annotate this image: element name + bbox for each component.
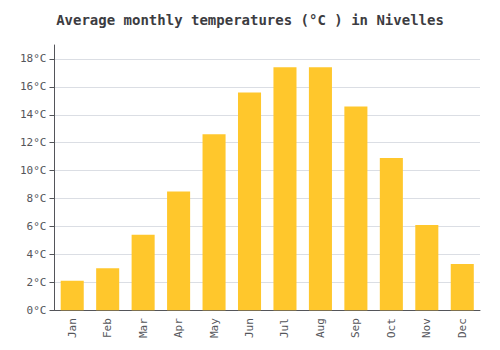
svg-text:Oct: Oct bbox=[385, 318, 398, 338]
svg-text:Jul: Jul bbox=[278, 318, 291, 338]
svg-text:14°C: 14°C bbox=[20, 108, 47, 121]
svg-text:Mar: Mar bbox=[137, 318, 150, 338]
svg-text:Aug: Aug bbox=[314, 318, 327, 338]
svg-text:6°C: 6°C bbox=[27, 220, 47, 233]
svg-text:Apr: Apr bbox=[172, 318, 185, 338]
svg-text:Feb: Feb bbox=[101, 318, 114, 338]
svg-text:4°C: 4°C bbox=[27, 248, 47, 261]
svg-text:16°C: 16°C bbox=[20, 80, 47, 93]
svg-text:10°C: 10°C bbox=[20, 164, 47, 177]
svg-text:0°C: 0°C bbox=[27, 304, 47, 317]
svg-text:Dec: Dec bbox=[456, 318, 469, 338]
svg-text:2°C: 2°C bbox=[27, 276, 47, 289]
svg-text:Average monthly temperatures (: Average monthly temperatures (°C ) in Ni… bbox=[56, 12, 444, 28]
svg-text:8°C: 8°C bbox=[27, 192, 47, 205]
svg-text:Sep: Sep bbox=[349, 318, 362, 338]
svg-text:18°C: 18°C bbox=[20, 52, 47, 65]
svg-text:Nov: Nov bbox=[420, 318, 433, 338]
svg-text:Jun: Jun bbox=[243, 318, 256, 338]
svg-text:Jan: Jan bbox=[66, 318, 79, 338]
svg-text:12°C: 12°C bbox=[20, 136, 47, 149]
svg-text:May: May bbox=[208, 318, 221, 338]
